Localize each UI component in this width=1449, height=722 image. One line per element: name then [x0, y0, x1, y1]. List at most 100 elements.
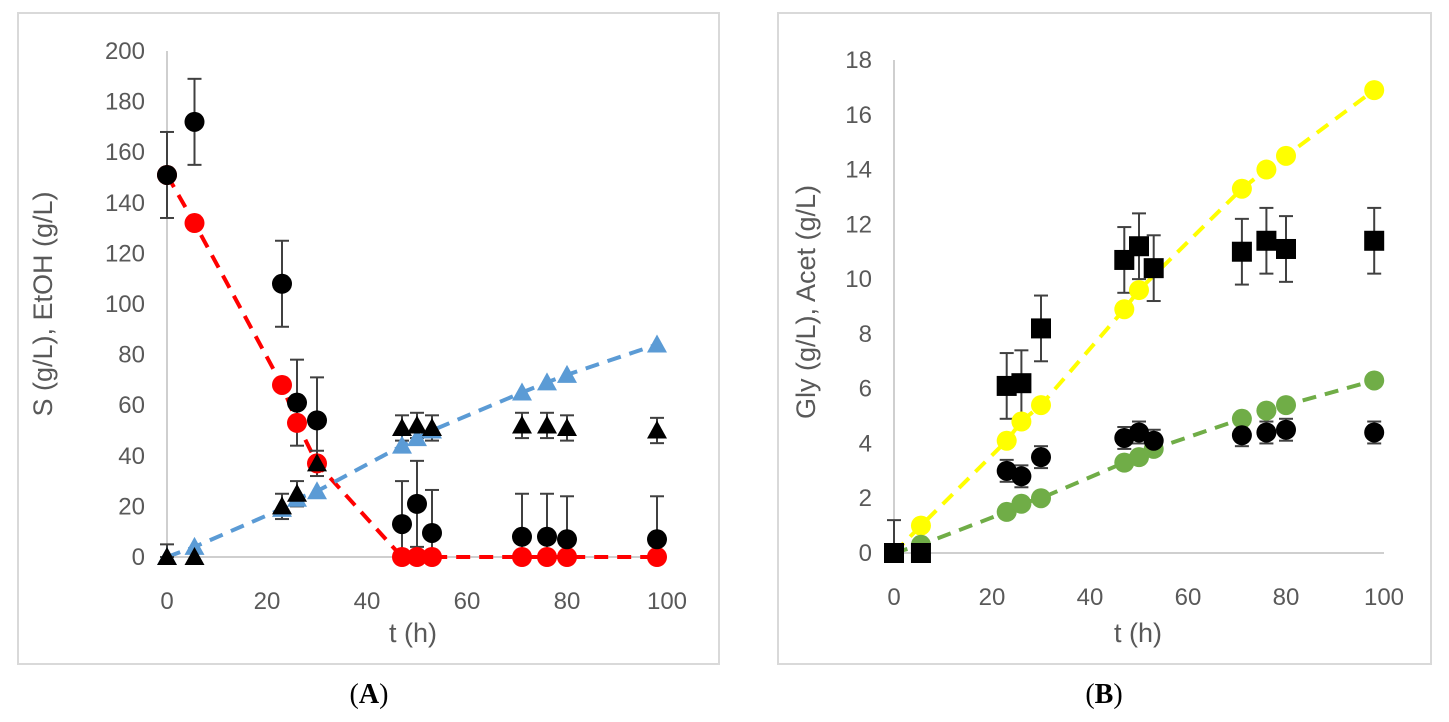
panel-b-caption-open: ( — [1085, 679, 1094, 710]
panel-b-data-point — [1031, 488, 1051, 509]
panel-a-data-point — [512, 547, 532, 567]
panel-a-y-tick-label: 40 — [118, 443, 145, 470]
plot-b: 0 2 4 6 8 10 12 14 16 18 0 20 40 60 80 100 — [845, 47, 1404, 611]
panel-b-data-point — [1129, 280, 1149, 301]
panel-a-data-point — [272, 273, 292, 294]
panel-a-data-point — [647, 529, 667, 550]
panel-a-y-tick-label: 60 — [118, 392, 145, 419]
panel-b-data-point — [1011, 466, 1032, 487]
panel-b-data-point — [1129, 447, 1149, 468]
panel-b-x-tick-label: 20 — [979, 584, 1006, 611]
panel-a-data-point — [557, 529, 577, 550]
panel-a-data-point — [512, 415, 532, 434]
panel-b-data-point — [1256, 400, 1277, 421]
panel-a-data-point — [272, 374, 292, 395]
panel-a-data-point — [184, 547, 205, 565]
panel-a-y-tick-label: 160 — [105, 139, 145, 166]
panel-b-y-axis-title: Gly (g/L), Acet (g/L) — [791, 185, 821, 419]
panel-a-data-point — [537, 372, 557, 391]
panel-b-data-point — [996, 501, 1017, 522]
panel-b-data-point — [1256, 422, 1277, 443]
panel-a-data-point — [307, 410, 327, 431]
panel-a-data-point — [407, 428, 427, 447]
panel-b-data-point — [1256, 159, 1277, 180]
panel-b-data-point — [910, 543, 931, 563]
panel-a-data-point — [184, 213, 205, 234]
panel-a-x-axis-title: t (h) — [389, 618, 437, 648]
panel-a-caption-close: ) — [379, 679, 388, 710]
panel-b-data-point — [1276, 238, 1296, 259]
panel-b-data-point — [1143, 430, 1164, 451]
panel-a-data-point — [392, 435, 412, 454]
panel-b-caption-letter: B — [1095, 679, 1114, 710]
panel-a-y-tick-label: 100 — [105, 291, 145, 318]
panel-a-data-point — [647, 420, 667, 439]
panel-b-y-tick-label: 2 — [859, 485, 872, 512]
panel-b-x-tick-label: 100 — [1364, 584, 1404, 611]
panel-b-y-tick-label: 18 — [845, 47, 872, 74]
panel-a-x-tick-label: 20 — [254, 588, 281, 615]
panel-a-x-tick-label: 100 — [647, 588, 687, 615]
panel-a-data-point — [392, 514, 412, 535]
panel-a-caption-letter: A — [359, 679, 380, 710]
panel-a-data-point — [557, 364, 577, 383]
panel-a-data-point — [407, 493, 427, 514]
panel-a-x-tick-label: 0 — [160, 588, 173, 615]
panel-a-data-point — [647, 334, 667, 353]
panel-a-data-point — [407, 415, 427, 434]
panel-a-data-point — [647, 547, 667, 567]
panel-b-data-point — [1276, 419, 1296, 440]
panel-b-data-point — [1364, 370, 1385, 391]
panel-b-caption-close: ) — [1113, 679, 1122, 710]
panel-b-data-point — [1364, 80, 1385, 101]
panel-b-data-point — [1114, 299, 1135, 320]
panel-b-data-point — [1031, 447, 1051, 468]
panel-b-x-tick-label: 0 — [887, 584, 900, 611]
panel-a-data-point — [392, 417, 412, 436]
panel-a-caption: (A) — [350, 679, 389, 710]
panel-b-data-point — [1276, 395, 1296, 416]
panel-a-y-tick-label: 140 — [105, 190, 145, 217]
panel-a-data-point — [287, 483, 307, 502]
panel-a-data-point — [184, 111, 205, 132]
panel-b-y-tick-label: 16 — [845, 102, 872, 129]
panel-b-y-tick-label: 10 — [845, 266, 872, 293]
panel-b-data-point — [1231, 408, 1252, 429]
panel-a-x-tick-label: 80 — [554, 588, 581, 615]
panel-a-data-point — [422, 547, 442, 567]
panel-b-data-point — [1129, 422, 1149, 443]
panel-a-data-point — [422, 417, 442, 436]
panel-b-data-point — [1256, 230, 1277, 251]
panel-a-data-point — [307, 453, 327, 472]
panel-b-y-tick-label: 4 — [859, 430, 872, 457]
panel-b-data-point — [1031, 318, 1051, 339]
panel-b-x-tick-label: 60 — [1175, 584, 1202, 611]
panel-b-x-axis-title: t (h) — [1114, 618, 1162, 648]
panel-a-data-point — [407, 547, 427, 567]
panel-a-x-tick-label: 60 — [454, 588, 481, 615]
panel-b-y-tick-label: 8 — [859, 321, 872, 348]
panel-b-data-point — [910, 515, 931, 536]
panel-b-data-point — [1231, 241, 1252, 262]
panel-a-caption-open: ( — [350, 679, 359, 710]
panel-a-data-point — [537, 415, 557, 434]
panel-b-y-tick-label: 6 — [859, 376, 872, 403]
panel-b-data-point — [996, 430, 1017, 451]
plot-a: 0 20 40 60 80 100 120 140 160 180 200 0 20 40 60 80 100 — [105, 38, 687, 615]
panel-b-data-point — [1031, 395, 1051, 416]
panel-b-data-point — [1231, 178, 1252, 199]
panel-a-data-point — [287, 412, 307, 433]
panel-a-data-point — [307, 481, 327, 500]
panel-a-y-tick-label: 180 — [105, 89, 145, 116]
panel-b-data-point — [1129, 236, 1149, 257]
panel-b-data-point — [1011, 411, 1032, 432]
panel-b-x-tick-label: 80 — [1273, 584, 1300, 611]
panel-a-data-point — [272, 496, 292, 515]
panel-b-frame — [777, 12, 1432, 665]
panel-a-data-point — [537, 526, 557, 547]
panel-b-data-point — [884, 543, 904, 563]
panel-a-data-point — [537, 547, 557, 567]
panel-b-data-point — [1143, 258, 1164, 279]
